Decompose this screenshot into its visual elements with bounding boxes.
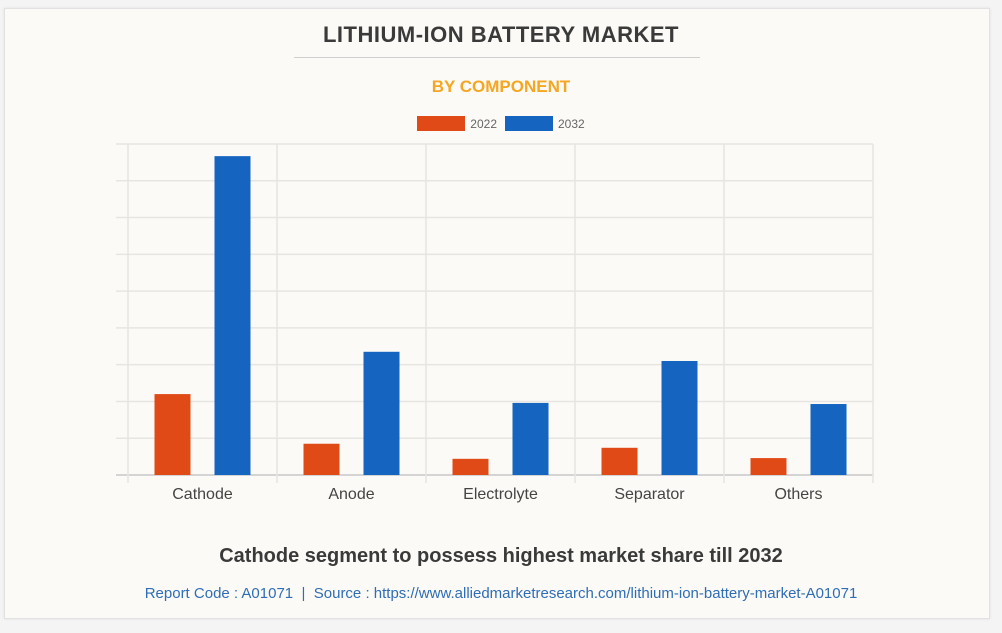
chart-title: LITHIUM-ION BATTERY MARKET xyxy=(322,22,679,47)
x-tick-label-cathode: Cathode xyxy=(172,486,233,503)
source-line: Report Code : A01071 | Source : https://… xyxy=(0,585,1002,602)
x-tick-label-electrolyte: Electrolyte xyxy=(463,486,538,503)
title-divider xyxy=(294,57,700,58)
insight-text: Cathode segment to possess highest marke… xyxy=(219,545,783,567)
legend-label-2032: 2032 xyxy=(558,116,585,131)
bar-electrolyte-2032[interactable] xyxy=(512,402,549,475)
bar-others-2032[interactable] xyxy=(810,404,847,475)
legend-item-2022[interactable]: 2022 xyxy=(417,116,497,131)
bar-cathode-2032[interactable] xyxy=(214,156,251,476)
legend-label-2022: 2022 xyxy=(470,116,497,131)
legend-swatch-2032 xyxy=(505,116,553,131)
x-tick-label-others: Others xyxy=(774,486,822,503)
x-tick-label-separator: Separator xyxy=(614,486,685,503)
bar-anode-2032[interactable] xyxy=(363,351,400,475)
bar-others-2022[interactable] xyxy=(750,458,787,475)
chart-subtitle: BY COMPONENT xyxy=(431,77,571,96)
bar-anode-2022[interactable] xyxy=(303,443,340,475)
source-link[interactable]: Source : https://www.alliedmarketresearc… xyxy=(313,585,858,602)
x-tick-label-anode: Anode xyxy=(328,486,374,503)
bar-cathode-2022[interactable] xyxy=(154,394,191,475)
bar-separator-2032[interactable] xyxy=(661,360,698,475)
report-code: Report Code : A01071 xyxy=(144,585,294,602)
source-separator: | xyxy=(301,585,306,602)
chart-card xyxy=(4,8,990,619)
legend-swatch-2022 xyxy=(417,116,466,131)
legend: 2022 2032 xyxy=(0,116,1002,131)
legend-item-2032[interactable]: 2032 xyxy=(505,116,585,131)
bar-electrolyte-2022[interactable] xyxy=(452,458,489,475)
bar-separator-2022[interactable] xyxy=(601,447,638,475)
